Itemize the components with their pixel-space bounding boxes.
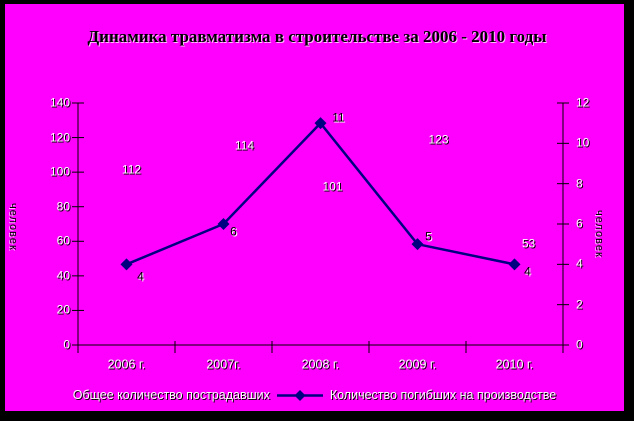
right-axis-title: человек: [593, 210, 605, 258]
y-axis-right-tick-label: 4: [576, 256, 583, 271]
chart-background: [5, 4, 624, 411]
legend-diamond: [294, 389, 306, 401]
y-axis-left-tick-label: 100: [49, 164, 70, 179]
series-deaths-data-label: 11: [332, 110, 345, 125]
series-total-injured-data-label: 53: [521, 236, 536, 251]
chart-title-text: Динамика травматизма в строительстве за …: [87, 27, 547, 46]
y-axis-right-tick-label: 10: [576, 135, 590, 150]
data-point-diamond-marker: [508, 258, 521, 271]
series-total-injured-data-label: 123: [428, 132, 449, 147]
y-axis-right-tick-label: 6: [576, 216, 583, 231]
y-axis-left-tick-label: 40: [56, 268, 70, 283]
series-deaths-data-label: 4: [524, 264, 531, 279]
y-axis-left-tick-label: 140: [49, 95, 70, 110]
legend-label-deaths-at-work: Количество погибших на производстве: [329, 388, 557, 402]
data-point-diamond-marker: [314, 117, 327, 130]
y-axis-right-tick-label: 12: [576, 95, 590, 110]
x-axis-category-label: 2010 г.: [495, 357, 534, 372]
series-total-injured-data-label: 101: [322, 179, 343, 194]
left-axis-title: человек: [7, 203, 19, 251]
y-axis-left-tick-label: 80: [56, 199, 70, 214]
y-axis-right-tick-label: 8: [576, 176, 583, 191]
x-axis-category-label: 2006 г.: [107, 357, 146, 372]
series-deaths-data-label: 6: [230, 224, 237, 239]
legend: Общее количество пострадавших Количество…: [5, 388, 624, 402]
series-deaths-data-label: 5: [425, 229, 432, 244]
line-series-deaths: [126, 121, 515, 266]
y-axis-left-tick-label: 20: [56, 302, 70, 317]
data-point-diamond-marker: [120, 258, 133, 271]
y-axis-left-tick-label: 0: [63, 337, 70, 352]
y-axis-left-tick-label: 60: [56, 233, 70, 248]
y-axis-right-tick-label: 0: [576, 337, 583, 352]
chart-title: Динамика травматизма в строительстве за …: [0, 22, 634, 51]
x-axis-category-label: 2009 г.: [398, 357, 437, 372]
data-point-diamond-marker: [411, 238, 424, 251]
series-total-injured-data-label: 114: [234, 138, 255, 153]
x-axis-category-label: 2007г.: [206, 357, 241, 372]
x-axis-category-label: 2008 г.: [301, 357, 340, 372]
series-deaths-data-label: 4: [137, 269, 144, 284]
y-axis-right-tick-label: 2: [576, 297, 583, 312]
y-axis-left-tick-label: 120: [49, 130, 70, 145]
data-point-diamond-marker: [217, 218, 230, 230]
legend-label-total-injured: Общее количество пострадавших: [72, 388, 270, 402]
legend-line-diamond-icon: [276, 389, 323, 401]
series-total-injured-data-label: 112: [121, 162, 142, 177]
